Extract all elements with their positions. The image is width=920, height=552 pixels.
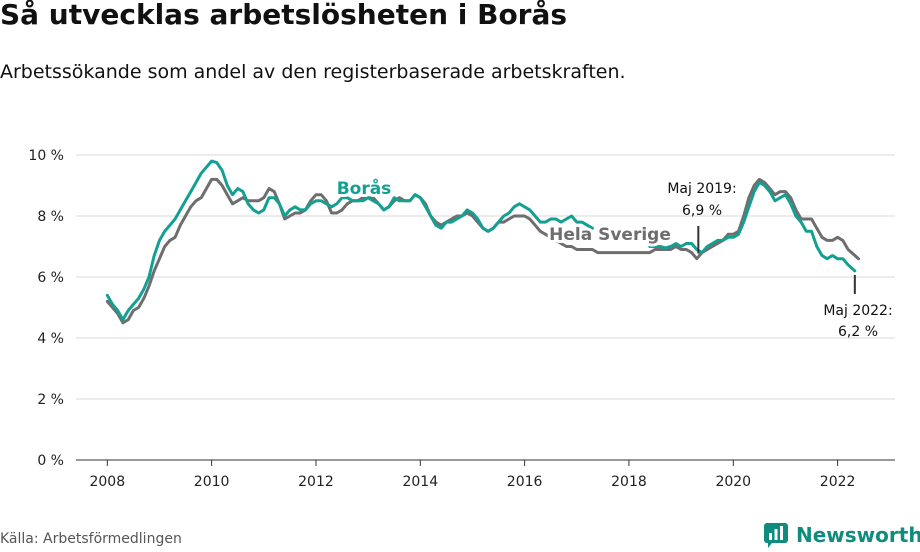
y-tick-label: 2 % [37,392,64,408]
x-tick-label: 2016 [507,474,543,490]
annotation-value: 6,2 % [838,324,878,340]
chart-subtitle: Arbetssökande som andel av den registerb… [0,61,626,83]
y-tick-label: 4 % [37,331,64,347]
x-tick-label: 2008 [89,474,125,490]
series-label-hela-sverige: Hela Sverige [549,225,671,245]
x-tick-label: 2014 [402,474,438,490]
x-tick-label: 2012 [298,474,334,490]
annotation-layer: Maj 2019: 6,9 % Maj 2022: 6,2 % [667,181,892,340]
tick-label-layer: 0 % 2 % 4 % 6 % 8 % 10 % 2008 2010 2012 2014 2016 2… [28,148,855,490]
y-tick-label: 10 % [28,148,64,164]
series-label-boras-halo: Borås [337,177,392,199]
series-layer [105,159,860,325]
newsworthy-logo-icon [764,523,788,548]
x-tick-label: 2018 [611,474,647,490]
source-note: Källa: Arbetsförmedlingen [0,531,182,547]
series-line-hela-sverige [105,177,860,325]
annotation-value: 6,9 % [682,203,722,219]
x-tick-label: 2020 [715,474,751,490]
series-label-hela-sverige-halo: Hela Sverige [549,225,671,245]
chart-title: Så utvecklas arbetslösheten i Borås [0,0,568,31]
x-tick-label: 2022 [820,474,856,490]
series-label-boras: Borås [337,177,392,199]
annotation-label: Maj 2022: [823,303,892,319]
series-line-boras [105,159,594,322]
y-tick-label: 0 % [37,453,64,469]
brand-name: Newsworthy [796,523,920,547]
annotation-label: Maj 2019: [667,181,736,197]
brand-logo: Newsworthy [764,519,920,551]
x-tick-label: 2010 [194,474,230,490]
series-line-boras [648,181,857,273]
y-tick-label: 8 % [37,209,64,225]
grid-layer [76,154,895,461]
y-tick-label: 6 % [37,270,64,286]
